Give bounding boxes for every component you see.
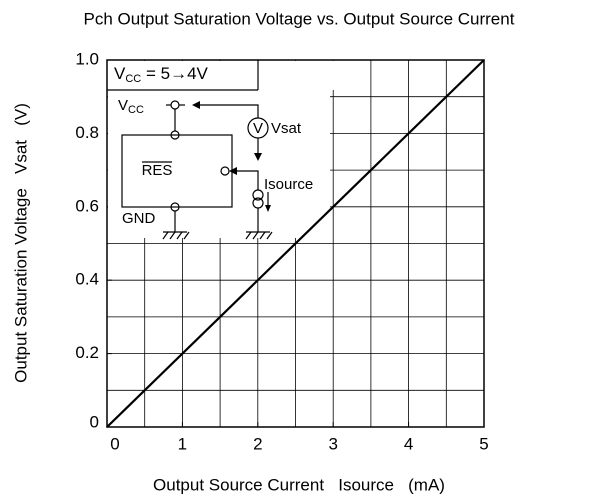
- y-tick-label: 0.8: [75, 123, 99, 142]
- x-tick-label: 3: [328, 434, 337, 453]
- circuit-inset: VCC = 5→4V VCC V Vsat RES Isource GND: [107, 60, 363, 240]
- y-tick-label: 0.4: [75, 270, 99, 289]
- y-tick-label: 0.2: [75, 343, 99, 362]
- x-tick-label: 0: [110, 434, 119, 453]
- gnd-label: GND: [122, 210, 156, 227]
- data-line: [106, 59, 485, 428]
- arrow: [192, 101, 200, 109]
- arrow: [229, 167, 237, 175]
- chart-title: Pch Output Saturation Voltage vs. Output…: [84, 9, 515, 28]
- x-axis-label: Output Source Current Isource (mA): [153, 475, 445, 494]
- condition: VCC = 5→4V: [114, 64, 209, 84]
- vsat-label: Vsat: [271, 120, 302, 137]
- x-tick-label: 5: [479, 434, 488, 453]
- condition-background: [108, 61, 363, 90]
- wire: [236, 170, 259, 190]
- vcc-sub: CC: [128, 104, 144, 116]
- vcc-v: V: [118, 97, 128, 114]
- y-tick-label: 0.6: [75, 196, 99, 215]
- res-label: RES: [142, 162, 173, 179]
- condition-v: V: [114, 64, 126, 83]
- arrow: [254, 153, 262, 161]
- x-tick-label: 1: [178, 434, 187, 453]
- condition-rest: = 5→4V: [141, 64, 208, 83]
- wire: [198, 104, 259, 118]
- y-tick-label: 1.0: [75, 49, 99, 68]
- ground: [162, 231, 190, 240]
- arrow: [265, 205, 271, 212]
- ground: [245, 231, 273, 240]
- meter-label: V: [253, 120, 263, 137]
- vcc-label: VCC: [118, 97, 144, 116]
- condition-sub: CC: [125, 73, 141, 85]
- isource-label: Isource: [264, 176, 313, 193]
- terminal: [170, 130, 180, 140]
- x-tick-label: 4: [404, 434, 413, 453]
- y-axis-label: Output Saturation Voltage Vsat (V): [11, 103, 30, 383]
- x-tick-label: 2: [253, 434, 262, 453]
- plot-frame: [106, 59, 485, 428]
- current-source: [252, 189, 264, 201]
- y-tick-label: 0: [90, 412, 99, 431]
